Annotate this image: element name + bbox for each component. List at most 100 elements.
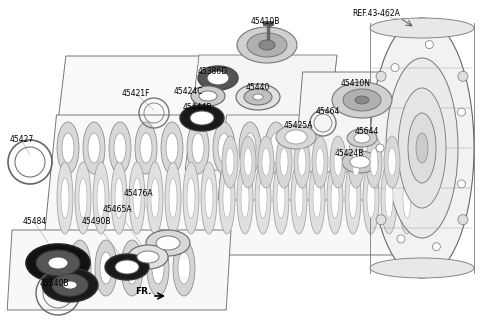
Ellipse shape xyxy=(273,162,289,234)
Ellipse shape xyxy=(140,133,152,163)
Text: 45386D: 45386D xyxy=(198,67,228,77)
Ellipse shape xyxy=(348,136,364,188)
Ellipse shape xyxy=(363,162,379,234)
Ellipse shape xyxy=(458,215,468,225)
Ellipse shape xyxy=(63,281,77,289)
Ellipse shape xyxy=(191,86,225,106)
Ellipse shape xyxy=(366,136,382,188)
Ellipse shape xyxy=(397,235,405,243)
Ellipse shape xyxy=(128,245,168,269)
Ellipse shape xyxy=(74,252,86,284)
Ellipse shape xyxy=(259,178,267,218)
Text: 45484: 45484 xyxy=(23,217,47,227)
Ellipse shape xyxy=(126,252,138,284)
Ellipse shape xyxy=(280,148,288,176)
Ellipse shape xyxy=(239,122,261,174)
Ellipse shape xyxy=(376,215,386,225)
Ellipse shape xyxy=(237,162,253,234)
Text: 45421F: 45421F xyxy=(122,89,150,97)
Text: 45465A: 45465A xyxy=(102,204,132,214)
Ellipse shape xyxy=(332,82,392,118)
Ellipse shape xyxy=(115,260,139,274)
Polygon shape xyxy=(7,230,231,310)
Ellipse shape xyxy=(36,250,80,276)
Ellipse shape xyxy=(105,254,149,280)
Ellipse shape xyxy=(309,162,325,234)
Ellipse shape xyxy=(385,178,393,218)
Ellipse shape xyxy=(147,240,169,296)
Ellipse shape xyxy=(370,148,378,176)
Text: 45424B: 45424B xyxy=(334,149,364,159)
Ellipse shape xyxy=(391,63,399,72)
Ellipse shape xyxy=(416,133,428,163)
Text: REF.43-462A: REF.43-462A xyxy=(352,9,400,19)
Ellipse shape xyxy=(399,162,415,234)
Ellipse shape xyxy=(93,162,109,234)
Ellipse shape xyxy=(259,40,275,50)
Ellipse shape xyxy=(219,162,235,234)
Text: 45427: 45427 xyxy=(10,135,34,145)
Ellipse shape xyxy=(61,178,69,218)
Ellipse shape xyxy=(146,230,190,256)
Ellipse shape xyxy=(218,133,230,163)
Text: FR.: FR. xyxy=(135,287,151,297)
Ellipse shape xyxy=(355,96,369,104)
Ellipse shape xyxy=(165,162,181,234)
Ellipse shape xyxy=(198,66,238,90)
Ellipse shape xyxy=(313,178,321,218)
Ellipse shape xyxy=(83,122,105,174)
Ellipse shape xyxy=(147,162,163,234)
Ellipse shape xyxy=(95,240,117,296)
Ellipse shape xyxy=(222,136,238,188)
Ellipse shape xyxy=(213,122,235,174)
Text: 45424C: 45424C xyxy=(173,87,203,95)
Ellipse shape xyxy=(295,178,303,218)
Ellipse shape xyxy=(156,236,180,250)
Ellipse shape xyxy=(277,178,285,218)
Ellipse shape xyxy=(79,178,87,218)
Polygon shape xyxy=(185,55,337,170)
Polygon shape xyxy=(46,56,337,220)
Ellipse shape xyxy=(244,148,252,176)
Ellipse shape xyxy=(370,18,474,278)
Text: 45540B: 45540B xyxy=(39,280,69,288)
Ellipse shape xyxy=(207,71,229,85)
Ellipse shape xyxy=(42,268,98,302)
Ellipse shape xyxy=(347,129,377,147)
Text: 45440: 45440 xyxy=(246,82,270,92)
Ellipse shape xyxy=(133,178,141,218)
Text: 45476A: 45476A xyxy=(123,190,153,198)
Ellipse shape xyxy=(458,71,468,81)
Ellipse shape xyxy=(370,258,474,278)
Ellipse shape xyxy=(241,178,249,218)
Ellipse shape xyxy=(187,178,195,218)
Ellipse shape xyxy=(381,162,397,234)
Ellipse shape xyxy=(237,27,297,63)
Polygon shape xyxy=(43,115,417,255)
Ellipse shape xyxy=(330,136,346,188)
Ellipse shape xyxy=(97,178,105,218)
Ellipse shape xyxy=(100,252,112,284)
Ellipse shape xyxy=(152,252,164,284)
Ellipse shape xyxy=(457,180,466,188)
Ellipse shape xyxy=(236,84,280,110)
Ellipse shape xyxy=(135,122,157,174)
Ellipse shape xyxy=(388,148,396,176)
Ellipse shape xyxy=(403,178,411,218)
Ellipse shape xyxy=(226,148,234,176)
Ellipse shape xyxy=(129,162,145,234)
Ellipse shape xyxy=(270,133,282,163)
Ellipse shape xyxy=(192,133,204,163)
Ellipse shape xyxy=(166,133,178,163)
Ellipse shape xyxy=(137,251,159,263)
Ellipse shape xyxy=(88,133,100,163)
Ellipse shape xyxy=(52,274,88,296)
Ellipse shape xyxy=(240,136,256,188)
Ellipse shape xyxy=(183,162,199,234)
Ellipse shape xyxy=(180,105,224,131)
Ellipse shape xyxy=(244,133,256,163)
Ellipse shape xyxy=(298,148,306,176)
Ellipse shape xyxy=(75,162,91,234)
Ellipse shape xyxy=(276,125,316,149)
Ellipse shape xyxy=(178,252,190,284)
